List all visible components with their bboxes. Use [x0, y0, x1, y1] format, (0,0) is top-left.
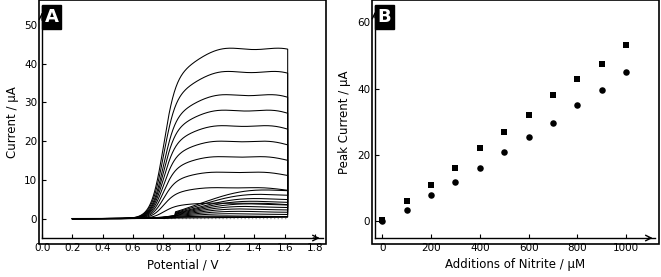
Point [401, 207, 412, 212]
Point [524, 135, 534, 139]
Point [426, 193, 436, 197]
Point [548, 121, 559, 126]
Point [450, 166, 461, 171]
Point [572, 103, 583, 107]
X-axis label: Potential / V: Potential / V [147, 258, 218, 271]
X-axis label: Additions of Nitrite / μM: Additions of Nitrite / μM [445, 258, 585, 271]
Text: B: B [378, 8, 391, 26]
Point [475, 166, 485, 171]
Point [401, 199, 412, 204]
Point [377, 217, 387, 222]
Point [499, 130, 510, 134]
Y-axis label: Current / μA: Current / μA [5, 86, 19, 158]
Point [426, 183, 436, 187]
Point [621, 70, 631, 74]
Point [548, 93, 559, 98]
Point [596, 88, 607, 93]
Point [572, 76, 583, 81]
Point [377, 219, 387, 224]
Point [450, 179, 461, 184]
Point [475, 146, 485, 151]
Point [524, 113, 534, 117]
Point [621, 43, 631, 48]
Text: A: A [45, 8, 59, 26]
Point [596, 61, 607, 66]
Point [499, 150, 510, 154]
Y-axis label: Peak Current / μA: Peak Current / μA [338, 70, 352, 174]
